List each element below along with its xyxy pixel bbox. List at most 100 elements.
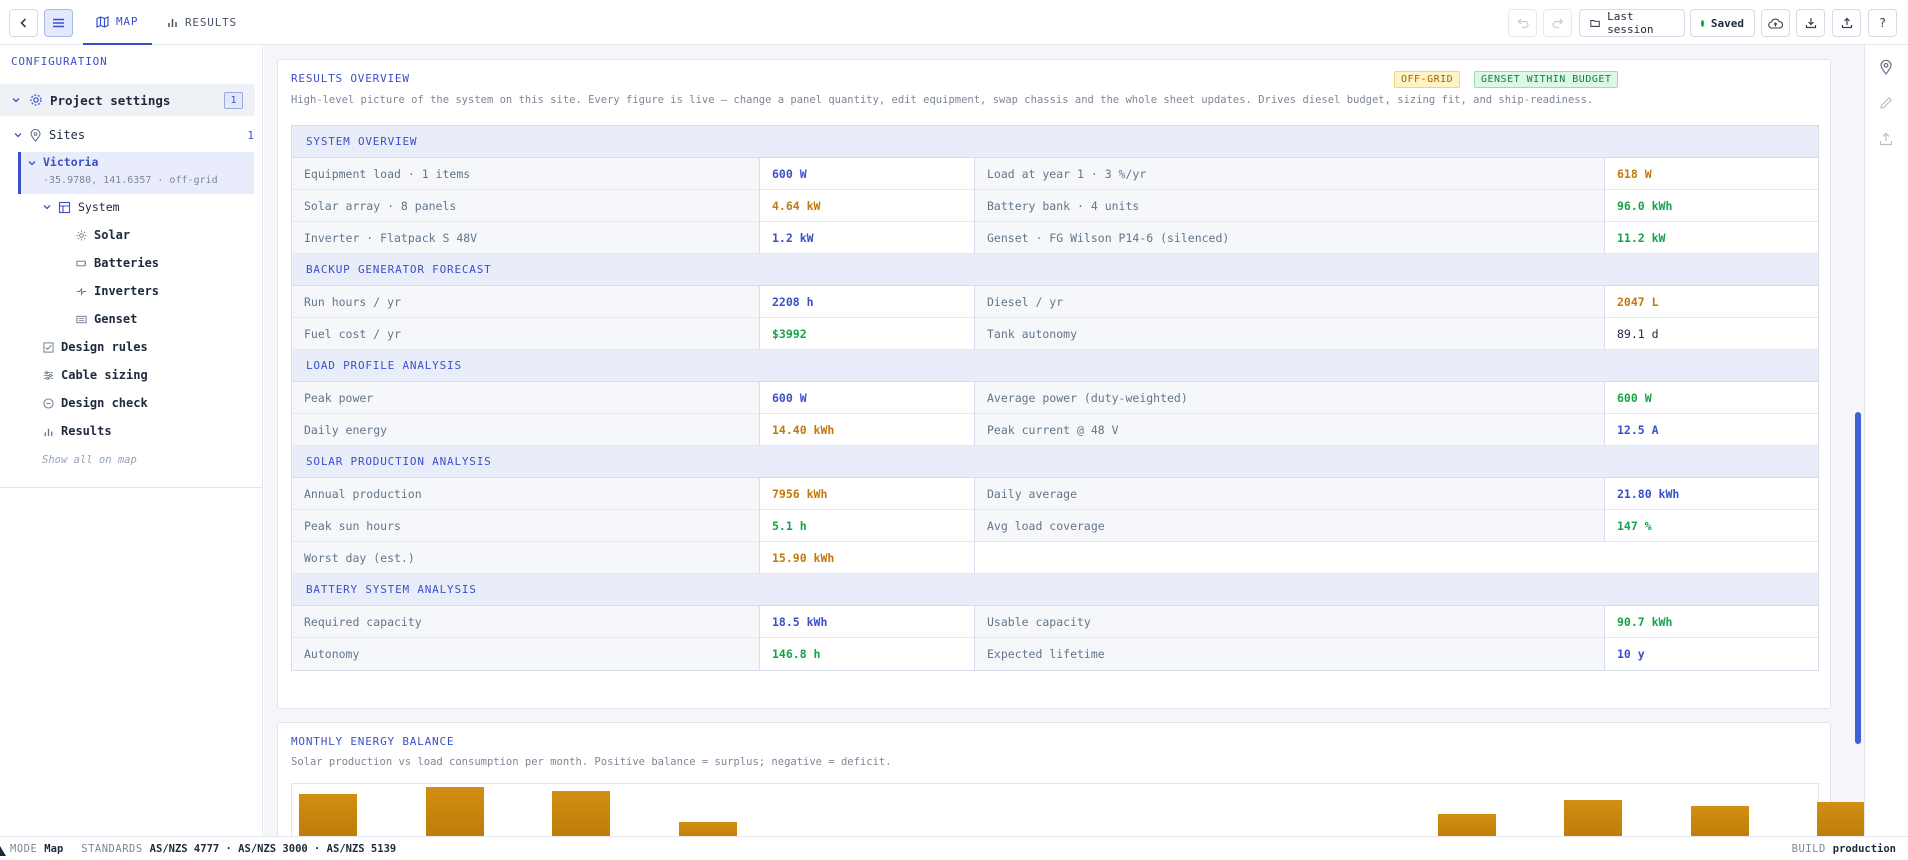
metric-value: 2208 h	[760, 286, 975, 317]
metric-value: 21.80 kWh	[1617, 486, 1680, 501]
monthly-balance-card: MONTHLY ENERGY BALANCE Solar production …	[277, 722, 1864, 836]
table-row: Required capacity 18.5 kWh Usable capacity…	[292, 606, 1818, 638]
sidebar-item-batteries[interactable]: Batteries	[76, 256, 159, 270]
location-pin-icon[interactable]	[1878, 59, 1894, 75]
location-pin-icon	[30, 128, 41, 142]
sidebar-item-site-victoria[interactable]: Victoria -35.9780, 141.6357 · off-grid	[18, 152, 254, 194]
redo-button[interactable]	[1543, 9, 1572, 37]
sites-label: Sites	[49, 128, 86, 142]
metric-value: 600 W	[760, 158, 975, 189]
sun-icon	[76, 229, 87, 241]
download-button[interactable]	[1796, 9, 1825, 37]
bolt-icon	[76, 286, 87, 296]
last-session-button[interactable]: Last session	[1579, 9, 1685, 37]
metric-value: 4.64 kW	[760, 190, 975, 221]
table-row: Inverter · Flatpack S 48V 1.2 kW Genset · …	[292, 222, 1818, 254]
standards-label: STANDARDS	[81, 842, 143, 855]
back-button[interactable]	[9, 9, 38, 37]
chevron-left-icon	[19, 18, 26, 28]
chart-bar	[678, 822, 737, 836]
bar-chart-icon	[44, 428, 53, 436]
metric-label: Genset · FG Wilson P14-6 (silenced)	[975, 222, 1605, 253]
undo-button[interactable]	[1508, 9, 1537, 37]
metric-value: 96.0 kWh	[1617, 198, 1673, 213]
metric-label: Solar array · 8 panels	[292, 190, 760, 221]
design-rules-label: Design rules	[61, 340, 148, 354]
metric-value: 5.1 h	[760, 510, 975, 541]
cloud-upload-button[interactable]	[1761, 9, 1790, 37]
cable-sizing-label: Cable sizing	[61, 368, 148, 382]
sidebar-item-sites[interactable]: Sites 1	[14, 125, 254, 145]
show-all-on-map-link[interactable]: Show all on map	[42, 454, 137, 466]
results-overview-title: RESULTS OVERVIEW	[291, 72, 410, 85]
section-header: SOLAR PRODUCTION ANALYSIS	[292, 446, 1818, 478]
sidebar-item-system[interactable]: System	[43, 200, 120, 214]
checkbox-icon	[43, 341, 54, 353]
main-content: RESULTS OVERVIEW OFF-GRID GENSET WITHIN …	[264, 45, 1864, 836]
build-label: BUILD	[1791, 842, 1826, 855]
metric-value: 15.90 kWh	[760, 542, 975, 573]
metric-value: 2047 L	[1617, 294, 1659, 309]
menu-icon	[53, 18, 64, 28]
tab-results-label: RESULTS	[185, 16, 237, 29]
battery-icon	[76, 260, 87, 266]
metric-label: Battery bank · 4 units	[975, 190, 1605, 221]
batteries-label: Batteries	[94, 256, 160, 270]
results-table: SYSTEM OVERVIEW Equipment load · 1 items 6…	[291, 125, 1819, 671]
chevron-down-icon	[28, 161, 36, 166]
tab-results[interactable]: RESULTS	[167, 0, 237, 45]
metric-value: 14.40 kWh	[760, 414, 975, 445]
sidebar-item-design-check[interactable]: Design check	[43, 396, 148, 410]
metric-value: 11.2 kW	[1617, 230, 1666, 245]
sidebar-item-genset[interactable]: Genset	[76, 312, 137, 326]
metric-label: Daily energy	[292, 414, 760, 445]
scrollbar-thumb[interactable]	[1855, 412, 1861, 744]
table-row: Fuel cost / yr $3992 Tank autonomy 89.1 d	[292, 318, 1818, 350]
upload-button[interactable]	[1832, 9, 1861, 37]
saved-status: Saved	[1690, 9, 1755, 37]
sliders-icon	[43, 370, 54, 380]
sidebar-item-results[interactable]: Results	[43, 424, 112, 438]
right-rail	[1864, 45, 1908, 836]
project-count-badge: 1	[224, 91, 243, 109]
genset-icon	[76, 315, 87, 323]
genset-label: Genset	[94, 312, 138, 326]
tab-map[interactable]: MAP	[83, 0, 152, 45]
standards-value: AS/NZS 4777 · AS/NZS 3000 · AS/NZS 5139	[149, 842, 397, 855]
metric-label: Daily average	[975, 478, 1605, 509]
metric-value: 18.5 kWh	[760, 606, 975, 637]
metric-label: Run hours / yr	[292, 286, 760, 317]
off-grid-badge: OFF-GRID	[1394, 71, 1461, 88]
metric-value: 147 %	[1617, 518, 1652, 533]
table-row: Peak sun hours 5.1 h Avg load coverage 147 …	[292, 510, 1818, 542]
metric-value: 7956 kWh	[760, 478, 975, 509]
sidebar-item-project-settings[interactable]: Project settings 1	[0, 84, 255, 116]
undo-icon	[1517, 18, 1529, 28]
metric-label: Inverter · Flatpack S 48V	[292, 222, 760, 253]
metric-label: Annual production	[292, 478, 760, 509]
table-row: Solar array · 8 panels 4.64 kW Battery ban…	[292, 190, 1818, 222]
help-button[interactable]: ?	[1868, 9, 1897, 37]
map-icon	[96, 15, 109, 28]
pencil-icon[interactable]	[1878, 95, 1894, 111]
metric-label: Load at year 1 · 3 %/yr	[975, 158, 1605, 189]
sidebar-item-design-rules[interactable]: Design rules	[43, 340, 148, 354]
build-value: production	[1832, 842, 1896, 855]
menu-toggle-button[interactable]	[44, 9, 73, 37]
system-label: System	[78, 200, 120, 214]
sidebar-item-inverters[interactable]: Inverters	[76, 284, 159, 298]
metric-label	[975, 542, 1605, 573]
metric-label: Diesel / yr	[975, 286, 1605, 317]
sidebar-item-solar[interactable]: Solar	[76, 228, 130, 242]
metric-label: Expected lifetime	[975, 638, 1605, 670]
export-icon[interactable]	[1878, 131, 1894, 147]
upload-icon	[1841, 17, 1852, 29]
metric-value	[1605, 542, 1818, 573]
chart-bar	[1564, 800, 1622, 836]
monthly-balance-title: MONTHLY ENERGY BALANCE	[291, 735, 455, 748]
metric-label: Avg load coverage	[975, 510, 1605, 541]
status-bar: MODE Map STANDARDS AS/NZS 4777 · AS/NZS …	[0, 836, 1908, 860]
metric-value: $3992	[760, 318, 975, 349]
sidebar-item-cable-sizing[interactable]: Cable sizing	[43, 368, 148, 382]
last-session-label: Last session	[1607, 10, 1654, 36]
